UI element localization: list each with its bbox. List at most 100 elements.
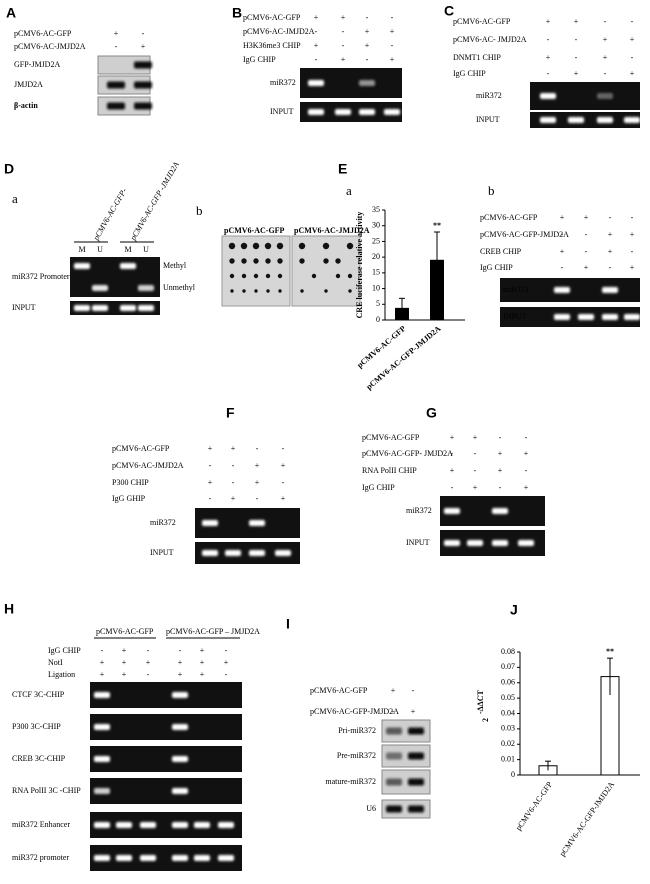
sign: - <box>101 646 104 655</box>
sign: + <box>114 29 119 38</box>
sign: + <box>255 478 260 487</box>
dot <box>322 242 330 250</box>
condition-label: pCMV6-AC-GFP <box>362 433 420 442</box>
sign: + <box>524 449 529 458</box>
gel-label: miR372 <box>503 285 529 294</box>
gel <box>90 714 242 740</box>
blot-band <box>134 61 152 69</box>
condition-label: pCMV6-AC-GFP <box>453 17 511 26</box>
dot <box>277 273 283 279</box>
lane-label: U <box>97 245 103 254</box>
gel-band <box>225 550 241 556</box>
blot-label: Pri-miR372 <box>338 726 376 735</box>
sign: - <box>391 41 394 50</box>
sign: - <box>315 55 318 64</box>
sign: + <box>231 494 236 503</box>
dot <box>335 273 341 279</box>
subpanel-label: b <box>488 183 495 198</box>
gel-band <box>138 305 154 311</box>
condition-label: IgG CHIP <box>243 55 276 64</box>
gel-band <box>492 508 508 514</box>
dot <box>346 242 354 250</box>
sign: + <box>141 42 146 51</box>
gel <box>90 845 242 871</box>
gel-band <box>492 540 508 546</box>
y-tick-label: 10 <box>372 283 380 292</box>
sign: + <box>574 69 579 78</box>
sign: - <box>525 433 528 442</box>
blot-label: JMJD2A <box>14 80 43 89</box>
blot-label: β-actin <box>14 101 38 110</box>
blot-band <box>386 727 402 735</box>
panel-label: J <box>510 602 518 618</box>
sign: + <box>100 658 105 667</box>
sign: - <box>209 461 212 470</box>
gel-band <box>172 822 188 828</box>
sign: - <box>474 466 477 475</box>
condition-label: pCMV6-AC-GFP-JMJD2A <box>310 707 399 716</box>
blot-label: Pre-miR372 <box>337 751 376 760</box>
gel-label: miR372 <box>406 506 432 515</box>
y-axis-label: CRE luciferase relative activity <box>355 212 364 319</box>
sign: - <box>256 494 259 503</box>
dot <box>323 258 329 264</box>
sign: - <box>392 707 395 716</box>
sign: - <box>225 670 228 679</box>
gel-band <box>602 314 618 320</box>
gel-band <box>140 855 156 861</box>
sign: - <box>585 230 588 239</box>
y-tick-label: 30 <box>372 221 380 230</box>
sign: + <box>560 213 565 222</box>
gel-label: INPUT <box>12 303 36 312</box>
gel-band <box>384 109 400 115</box>
panel-label: E <box>338 161 347 177</box>
sign: - <box>225 646 228 655</box>
condition-label: pCMV6-AC-JMJD2A <box>14 42 86 51</box>
dot <box>324 289 328 293</box>
blot-label: GFP-JMJD2A <box>14 60 60 69</box>
sign: - <box>315 27 318 36</box>
sign: - <box>575 53 578 62</box>
gel-band <box>540 117 556 123</box>
sign: + <box>603 35 608 44</box>
dot <box>335 258 341 264</box>
blot <box>381 744 431 768</box>
condition-label: P300 CHIP <box>112 478 149 487</box>
sign: + <box>341 13 346 22</box>
gel-label: miR372 Promoter <box>12 272 70 281</box>
group-label: pCMV6-AC-GFP – JMJD2A <box>166 627 260 636</box>
sign: + <box>365 41 370 50</box>
gel-label: INPUT <box>270 107 294 116</box>
sign: - <box>342 41 345 50</box>
y-axis-label: 2 <box>481 718 490 722</box>
gel <box>90 778 242 804</box>
sign: + <box>390 27 395 36</box>
condition-label: IgG GHIP <box>112 494 146 503</box>
sign: + <box>574 17 579 26</box>
sign: - <box>115 42 118 51</box>
sign: - <box>609 213 612 222</box>
lane-label: U <box>143 245 149 254</box>
dot <box>299 258 305 264</box>
sign: - <box>474 449 477 458</box>
band-label: Methyl <box>163 261 187 270</box>
gel-band <box>602 287 618 293</box>
dot <box>253 258 259 264</box>
blot-band <box>408 805 424 813</box>
sign: + <box>630 35 635 44</box>
dot <box>278 289 282 293</box>
gel-band <box>194 822 210 828</box>
subpanel-label: b <box>196 203 203 218</box>
dot <box>240 242 248 250</box>
sign: - <box>604 17 607 26</box>
sign: - <box>366 55 369 64</box>
gel-band <box>335 109 351 115</box>
panel-label: C <box>444 3 454 19</box>
y-tick-label: 15 <box>372 268 380 277</box>
dot <box>254 289 258 293</box>
blot-band <box>386 805 402 813</box>
gel-band <box>120 263 136 269</box>
sign: + <box>584 263 589 272</box>
sign: + <box>608 230 613 239</box>
